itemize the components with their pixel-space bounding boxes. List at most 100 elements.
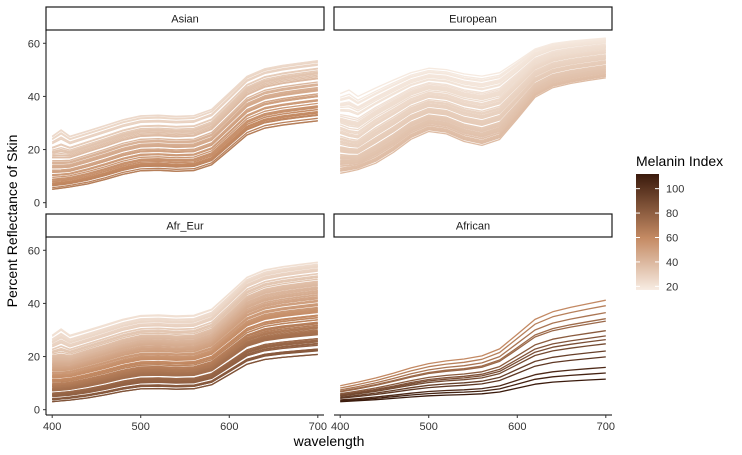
- facet-label-european: European: [449, 14, 497, 26]
- spectrum-curve: [51, 269, 318, 347]
- x-tick-label: 500: [420, 421, 438, 433]
- legend-tick-label: 40: [666, 257, 678, 269]
- y-tick-label: 0: [34, 198, 40, 210]
- spectrum-curve: [52, 288, 318, 363]
- spectrum-curve: [340, 40, 606, 112]
- spectrum-curve: [339, 37, 606, 98]
- y-tick-label: 20: [28, 145, 40, 157]
- spectrum-curve: [52, 343, 318, 397]
- legend-title: Melanin Index: [636, 153, 723, 169]
- spectrum-curve: [52, 338, 318, 394]
- spectrum-curve: [52, 315, 318, 381]
- spectrum-curve: [340, 77, 606, 174]
- spectrum-curve: [340, 338, 606, 397]
- spectrum-curve: [51, 261, 318, 337]
- spectrum-curve: [52, 278, 318, 355]
- x-tick-label: 400: [43, 421, 61, 433]
- spectrum-curve: [52, 114, 318, 187]
- legend: Melanin Index 20 40 60 80 100: [636, 153, 723, 293]
- spectrum-curve: [340, 305, 606, 389]
- spectrum-curve: [52, 298, 318, 370]
- spectrum-curve: [52, 311, 318, 379]
- facet-strip-european: European: [333, 6, 613, 31]
- spectrum-curve: [52, 296, 318, 369]
- y-tick-label: 0: [34, 405, 40, 417]
- facet-label-afr-eur: Afr_Eur: [166, 221, 204, 233]
- spectrum-curve: [51, 60, 318, 138]
- spectrum-curve: [51, 266, 318, 344]
- spectrum-curve: [51, 61, 318, 141]
- spectrum-curve: [52, 323, 318, 386]
- spectrum-curve: [340, 318, 606, 392]
- spectrum-curve: [339, 50, 606, 135]
- facet-label-asian: Asian: [171, 14, 199, 26]
- spectrum-curve: [340, 58, 606, 148]
- spectrum-curve: [340, 330, 606, 395]
- spectrum-curve: [52, 283, 318, 359]
- spectrum-curve: [340, 65, 606, 157]
- spectrum-curve: [52, 120, 318, 190]
- x-tick-label: 600: [220, 421, 238, 433]
- spectrum-curve: [52, 290, 318, 365]
- spectrum-curve: [52, 100, 318, 177]
- spectrum-curve: [340, 311, 606, 391]
- spectrum-curve: [51, 64, 318, 145]
- spectrum-curve: [340, 53, 606, 141]
- spectrum-curve: [340, 320, 606, 393]
- spectrum-curve: [52, 350, 318, 401]
- facet-strip-african: African: [333, 213, 613, 238]
- spectrum-curve: [52, 286, 318, 361]
- facet-strip-asian: Asian: [45, 6, 325, 31]
- spectrum-curve: [52, 106, 318, 181]
- spectrum-curve: [52, 294, 318, 367]
- spectrum-curve: [52, 284, 318, 360]
- spectrum-curve: [340, 350, 606, 398]
- spectrum-curve: [52, 304, 318, 374]
- spectrum-curve: [52, 75, 318, 157]
- y-tick-label: 60: [28, 245, 40, 257]
- spectrum-curve: [52, 353, 318, 403]
- y-tick-label: 60: [28, 38, 40, 50]
- spectrum-curve: [52, 84, 318, 165]
- spectrum-curve: [51, 270, 318, 348]
- spectrum-curve: [51, 68, 318, 149]
- spectrum-curve: [340, 299, 606, 387]
- spectrum-curve: [339, 49, 606, 134]
- spectrum-curve: [51, 263, 318, 340]
- spectrum-curve: [340, 356, 606, 399]
- spectrum-curve: [52, 317, 318, 382]
- panel-african-curves: [340, 299, 606, 403]
- spectrum-curve: [340, 74, 606, 170]
- spectrum-curve: [52, 280, 318, 357]
- spectrum-curve: [340, 42, 606, 116]
- x-tick-label: 400: [331, 421, 349, 433]
- spectrum-curve: [340, 72, 606, 167]
- legend-tick-label: 80: [666, 208, 678, 220]
- spectrum-curve: [52, 90, 318, 169]
- spectrum-curve: [52, 81, 318, 162]
- spectrum-curve: [52, 344, 318, 398]
- spectrum-curve: [340, 61, 606, 152]
- spectrum-curve: [52, 108, 318, 183]
- panel-afr-eur-curves: [51, 261, 318, 403]
- spectrum-curve: [51, 268, 318, 346]
- spectrum-curve: [340, 63, 606, 154]
- spectrum-curve: [52, 110, 318, 184]
- spectrum-curve: [340, 372, 606, 402]
- spectrum-curve: [51, 273, 318, 351]
- spectrum-curve: [340, 71, 606, 165]
- spectrum-curve: [52, 319, 318, 383]
- spectrum-curve: [340, 67, 606, 160]
- spectrum-curve: [52, 307, 318, 376]
- spectrum-curve: [51, 60, 318, 137]
- spectrum-curve: [51, 63, 318, 144]
- spectrum-curve: [339, 46, 606, 127]
- facet-label-african: African: [456, 221, 490, 233]
- spectrum-curve: [340, 69, 606, 162]
- spectrum-curve: [52, 334, 318, 392]
- spectrum-curve: [52, 94, 318, 173]
- spectrum-curve: [52, 70, 318, 151]
- spectrum-curve: [51, 264, 318, 341]
- spectrum-curve: [340, 44, 606, 122]
